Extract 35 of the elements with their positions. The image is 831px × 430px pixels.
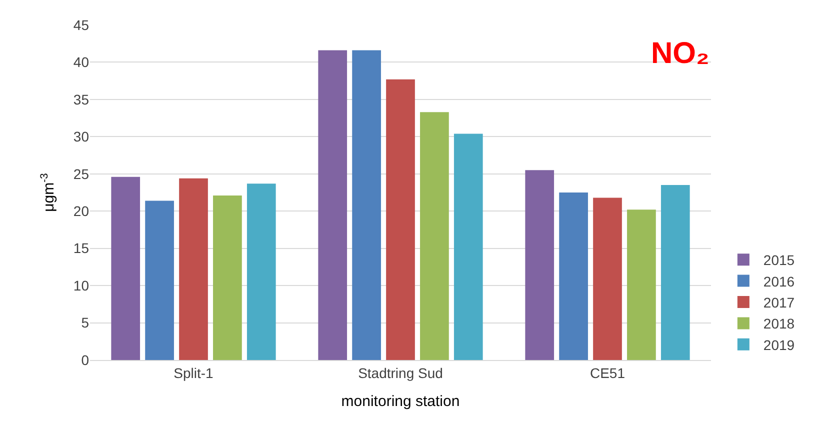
y-tick-label: 25 [73,166,90,182]
x-tick-label: CE51 [590,364,626,381]
legend-label: 2016 [763,273,795,290]
y-tick-label: 35 [73,91,90,108]
bar [352,50,381,360]
x-tick-label: Stadtring Sud [358,364,443,381]
bar [318,50,348,360]
bar [386,79,415,360]
bar [420,112,449,360]
legend-label: 2015 [763,252,795,268]
bar [660,185,690,360]
bar [246,184,276,360]
bar [525,170,554,360]
y-tick-label: 40 [73,54,90,70]
y-tick-label: 10 [73,277,90,294]
chart-title: NO₂ [651,37,710,70]
bar [593,198,622,360]
legend-label: 2017 [763,294,795,310]
bar [179,178,208,360]
y-tick-label: 45 [73,16,90,33]
legend-label: 2019 [763,336,795,353]
y-tick-label: 20 [73,203,90,220]
legend-label: 2018 [763,316,795,332]
bar [111,176,140,360]
bar [454,134,483,360]
y-tick-label: 0 [81,352,90,368]
y-tick-label: 30 [73,128,90,145]
bar [559,192,588,360]
bar [145,200,174,360]
bar [213,195,242,360]
x-axis-title: monitoring station [341,392,460,410]
y-tick-label: 5 [81,314,90,331]
x-tick-label: Split-1 [174,364,214,381]
y-tick-label: 15 [73,240,90,256]
bar [627,210,656,360]
